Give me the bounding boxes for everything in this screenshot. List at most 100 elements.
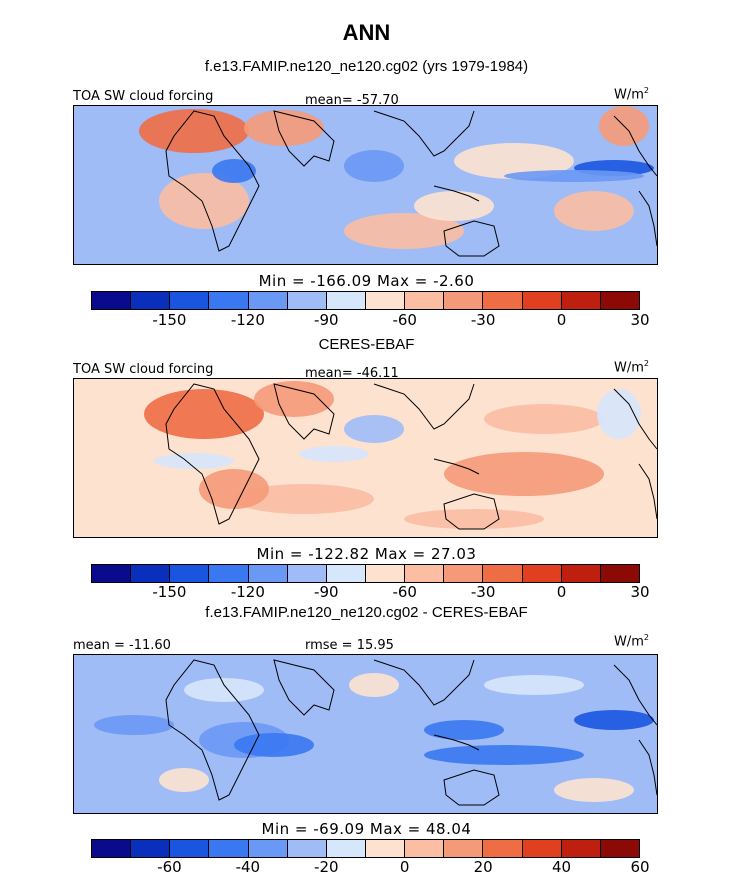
colorbar-tick-label: -150 [152,583,187,601]
colorbar-tick-label: -30 [470,583,496,601]
coastline [373,659,475,706]
map-field-region [424,720,504,740]
coastline [443,769,500,806]
colorbar-cell [209,840,249,857]
colorbar-cell [365,292,406,309]
colorbar-cell [561,565,601,582]
panel-3-units-text: W/m [614,634,644,650]
colorbar-cell [600,292,639,309]
colorbar-tick-label: -20 [314,858,339,876]
panel-1-units-text: W/m [614,87,644,103]
map-field-region [144,389,264,439]
coastline [638,739,657,796]
panel-3-colorbar [91,839,640,858]
panel-3-rmse-label: rmse = 15.95 [305,638,394,653]
colorbar-cell [522,565,562,582]
map-field-region [199,469,269,509]
panel-2-units: W/m2 [614,359,649,375]
coastline [273,110,335,167]
map-field-region [597,389,641,439]
colorbar-cell [287,292,327,309]
panel-2-minmax: Min = -122.82 Max = 27.03 [256,545,477,563]
panel-3-units-sup: 2 [643,633,649,642]
colorbar-cell [92,565,132,582]
colorbar-tick-label: -150 [152,311,187,329]
figure-title: ANN [342,20,391,45]
colorbar-tick-label: 0 [556,583,567,601]
panel-3-units: W/m2 [614,633,649,649]
panel-1-colorbar-labels: -150 -120 -90 -60 -30 0 30 [91,311,649,329]
colorbar-cell [483,292,523,309]
map-field-region [154,453,234,469]
colorbar-cell [522,840,562,857]
colorbar-cell [326,565,366,582]
colorbar-cell [444,565,484,582]
colorbar-tick-label: -120 [230,583,265,601]
coastline [373,383,475,430]
panel-1-mean-label: mean= -57.70 [305,93,399,108]
colorbar-tick-label: 0 [399,858,410,876]
colorbar-tick-label: -40 [235,858,261,876]
colorbar-tick-label: 20 [473,858,493,876]
colorbar-cell [131,292,171,309]
colorbar-cell [365,840,406,857]
coastline [443,220,500,257]
colorbar-cell [561,840,601,857]
panel-1-units: W/m2 [614,86,649,102]
colorbar-cell [444,840,484,857]
colorbar-cell [561,292,601,309]
map-field-region [234,733,314,757]
panel-3-map [73,654,658,814]
panel-2-colorbar [91,564,640,583]
map-field-region [554,191,634,231]
colorbar-cell [405,565,445,582]
map-field-region [504,170,644,182]
colorbar-tick-label: -60 [392,583,417,601]
map-field-region [349,673,399,697]
colorbar-cell [92,840,132,857]
colorbar-cell [92,292,132,309]
colorbar-cell [170,840,210,857]
colorbar-cell [248,840,288,857]
map-field-region [574,710,654,730]
colorbar-tick-label: 60 [630,858,650,876]
panel-2-mean-label: mean= -46.11 [305,366,399,381]
map-field-region [159,173,249,229]
map-field-region [344,415,404,443]
map-field-region [344,213,464,249]
colorbar-tick-label: -30 [470,311,496,329]
panel-2-left-label: TOA SW cloud forcing [73,362,214,377]
map-field-region [234,484,374,514]
panel-3-colorbar-labels: -60 -40 -20 0 20 40 60 [91,858,649,876]
map-field-region [424,745,584,765]
coastline [165,383,260,525]
colorbar-tick-label: 30 [630,311,650,329]
colorbar-tick-label: -60 [392,311,417,329]
map-field-region [139,109,249,153]
panel-1-units-sup: 2 [643,86,649,95]
panel-1-map [73,105,658,265]
colorbar-cell [248,565,288,582]
map-field-region [454,143,574,179]
panel-2-map [73,378,658,538]
coastline [273,659,335,716]
colorbar-cell [600,565,639,582]
map-field-region [484,675,584,695]
map-field-region [414,191,494,221]
panel-3-minmax: Min = -69.09 Max = 48.04 [261,820,472,838]
map-field-region [344,150,404,182]
colorbar-tick-label: -120 [230,311,265,329]
colorbar-cell [131,840,171,857]
colorbar-tick-label: 0 [556,311,567,329]
panel-2-units-text: W/m [614,360,644,376]
colorbar-cell [170,565,210,582]
map-field-region [254,381,334,417]
colorbar-cell [248,292,288,309]
coastline [613,664,657,726]
colorbar-cell [483,840,523,857]
colorbar-tick-label: -90 [314,311,339,329]
colorbar-cell [405,840,445,857]
colorbar-cell [326,840,366,857]
panel-3-title: f.e13.FAMIP.ne120_ne120.cg02 - CERES-EBA… [205,604,528,621]
panel-2-units-sup: 2 [643,359,649,368]
